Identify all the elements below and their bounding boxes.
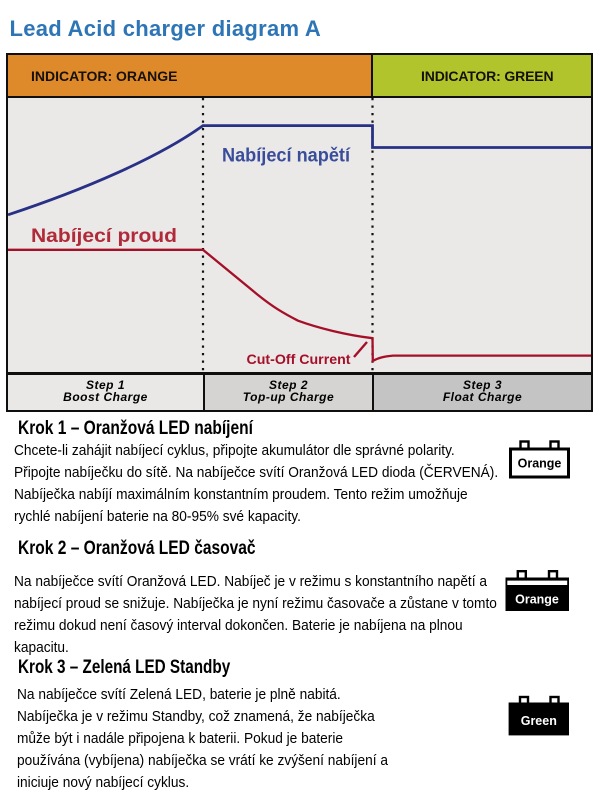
svg-text:Orange: Orange <box>515 593 559 607</box>
svg-text:Green: Green <box>521 714 557 728</box>
svg-text:Nabíjecí napětí: Nabíjecí napětí <box>222 145 351 166</box>
svg-text:Orange: Orange <box>518 457 562 471</box>
svg-text:Cut-Off Current: Cut-Off Current <box>247 352 352 367</box>
svg-text:Nabíjecí proud: Nabíjecí proud <box>31 226 177 247</box>
